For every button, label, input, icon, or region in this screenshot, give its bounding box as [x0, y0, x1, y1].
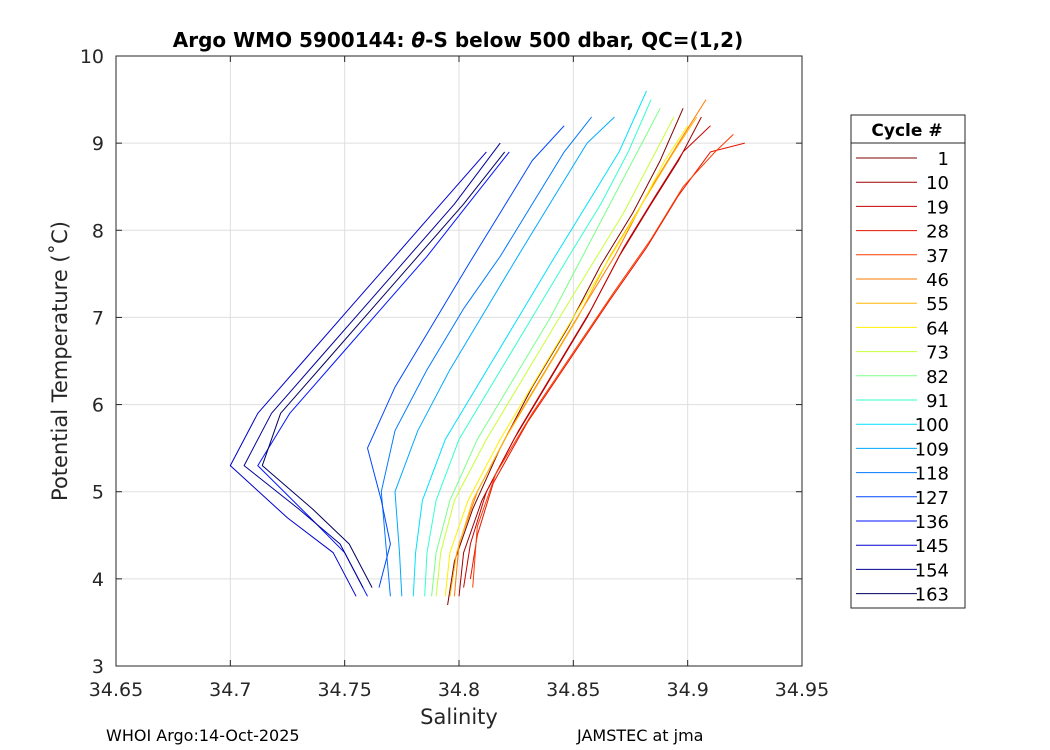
y-axis-label: Potential Temperature (˚C) [48, 221, 72, 501]
legend-cycle-label: 10 [926, 173, 949, 194]
y-tick-label: 4 [92, 569, 104, 591]
y-tick-label: 6 [92, 395, 104, 417]
legend-cycle-label: 64 [926, 318, 949, 339]
legend-cycle-label: 100 [915, 415, 949, 436]
legend-cycle-label: 109 [915, 439, 949, 460]
x-tick-label: 34.9 [667, 679, 709, 701]
series-line-cycle-136 [257, 151, 510, 597]
series-line-cycle-100 [412, 90, 647, 597]
chart-title: Argo WMO 5900144: θ-S below 500 dbar, QC… [173, 28, 743, 52]
legend-title: Cycle # [871, 121, 942, 141]
series-line-cycle-1 [447, 108, 684, 606]
title-prefix: Argo WMO 5900144: [173, 28, 412, 52]
series-line-cycle-55 [449, 116, 698, 597]
x-tick-label: 34.7 [209, 679, 251, 701]
series-line-cycle-154 [243, 142, 501, 588]
legend-entries: 1 10 19 28 37 46 55 64 73 82 91 100 109 118 127 136 145 1… [856, 149, 949, 606]
x-tick-label: 34.85 [546, 679, 600, 701]
axis-ticks: 34.65 34.7 34.75 34.8 34.85 34.9 34.95 3 4 5 6 7 8 9 1… [80, 46, 829, 701]
y-tick-label: 10 [80, 46, 104, 68]
series-line-cycle-163 [261, 151, 506, 588]
series-line-cycle-82 [431, 108, 661, 597]
legend-cycle-label: 46 [926, 270, 949, 291]
series-line-cycle-73 [435, 116, 675, 597]
x-tick-label: 34.75 [317, 679, 371, 701]
grid-lines [115, 55, 803, 667]
footer-left-credit: WHOI Argo:14-Oct-2025 [106, 726, 300, 745]
series-line-cycle-19 [463, 125, 711, 588]
legend-cycle-label: 136 [915, 512, 949, 533]
legend-cycle-label: 28 [926, 222, 949, 243]
legend-cycle-label: 145 [915, 536, 949, 557]
legend-cycle-label: 154 [915, 560, 949, 581]
series-line-cycle-64 [444, 125, 689, 597]
y-tick-label: 5 [92, 482, 104, 504]
series-line-cycle-109 [394, 116, 615, 597]
plot-series [229, 90, 745, 606]
title-suffix: -S below 500 dbar, QC=(1,2) [425, 28, 743, 52]
title-theta: θ [411, 28, 425, 52]
y-tick-label: 7 [92, 307, 104, 329]
x-axis-label: Salinity [420, 705, 498, 729]
series-line-cycle-46 [453, 99, 707, 597]
x-tick-label: 34.8 [438, 679, 480, 701]
series-line-cycle-91 [424, 99, 652, 597]
series-line-cycle-127 [367, 125, 565, 588]
legend: Cycle # 1 10 19 28 37 46 55 64 73 82 91 100 109 118 12… [850, 114, 966, 609]
series-line-cycle-37 [472, 134, 734, 588]
legend-cycle-label: 127 [915, 488, 949, 509]
legend-cycle-label: 73 [926, 343, 949, 364]
series-line-cycle-118 [380, 116, 592, 597]
legend-cycle-label: 118 [915, 464, 949, 485]
x-tick-label: 34.95 [775, 679, 829, 701]
legend-cycle-label: 19 [926, 197, 949, 218]
legend-cycle-label: 91 [926, 391, 949, 412]
y-tick-label: 8 [92, 220, 104, 242]
legend-cycle-label: 37 [926, 246, 949, 267]
footer-right-credit: JAMSTEC at jma [577, 726, 704, 745]
legend-cycle-label: 82 [926, 367, 949, 388]
x-tick-label: 34.65 [89, 679, 143, 701]
legend-cycle-label: 163 [915, 585, 949, 606]
y-tick-label: 3 [92, 656, 104, 678]
legend-cycle-label: 55 [926, 294, 949, 315]
series-line-cycle-145 [229, 151, 487, 597]
series-line-cycle-10 [458, 116, 702, 597]
legend-cycle-label: 1 [938, 149, 949, 170]
legend-box [850, 114, 966, 609]
y-tick-label: 9 [92, 133, 104, 155]
